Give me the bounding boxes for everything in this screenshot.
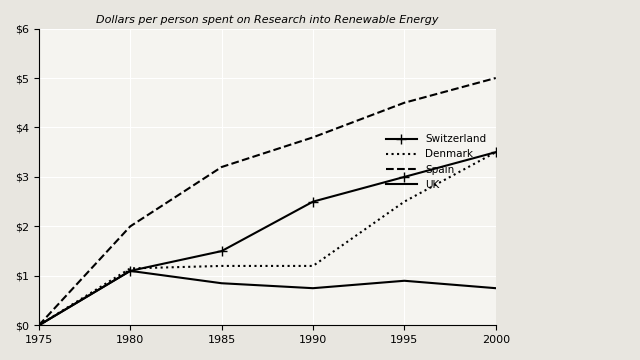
- Denmark: [35, 323, 43, 328]
- Line: Spain: Spain: [39, 78, 496, 325]
- Spain: [35, 323, 43, 328]
- Spain: [401, 100, 408, 105]
- Title: Dollars per person spent on Research into Renewable Energy: Dollars per person spent on Research int…: [96, 15, 438, 25]
- Line: UK: UK: [39, 271, 496, 325]
- Spain: [309, 135, 317, 140]
- UK: [126, 269, 134, 273]
- Spain: [492, 76, 500, 80]
- Line: Denmark: Denmark: [39, 152, 496, 325]
- Switzerland: [35, 323, 43, 328]
- UK: [492, 286, 500, 291]
- Switzerland: [126, 269, 134, 273]
- Spain: [126, 224, 134, 229]
- Spain: [218, 165, 225, 169]
- UK: [218, 281, 225, 285]
- UK: [401, 279, 408, 283]
- Denmark: [218, 264, 225, 268]
- Switzerland: [309, 199, 317, 204]
- Switzerland: [401, 175, 408, 179]
- Switzerland: [492, 150, 500, 154]
- UK: [35, 323, 43, 328]
- Switzerland: [218, 249, 225, 253]
- Denmark: [492, 150, 500, 154]
- UK: [309, 286, 317, 291]
- Denmark: [401, 199, 408, 204]
- Legend: Switzerland, Denmark, Spain, UK: Switzerland, Denmark, Spain, UK: [381, 130, 490, 194]
- Denmark: [126, 266, 134, 271]
- Denmark: [309, 264, 317, 268]
- Line: Switzerland: Switzerland: [34, 147, 500, 330]
